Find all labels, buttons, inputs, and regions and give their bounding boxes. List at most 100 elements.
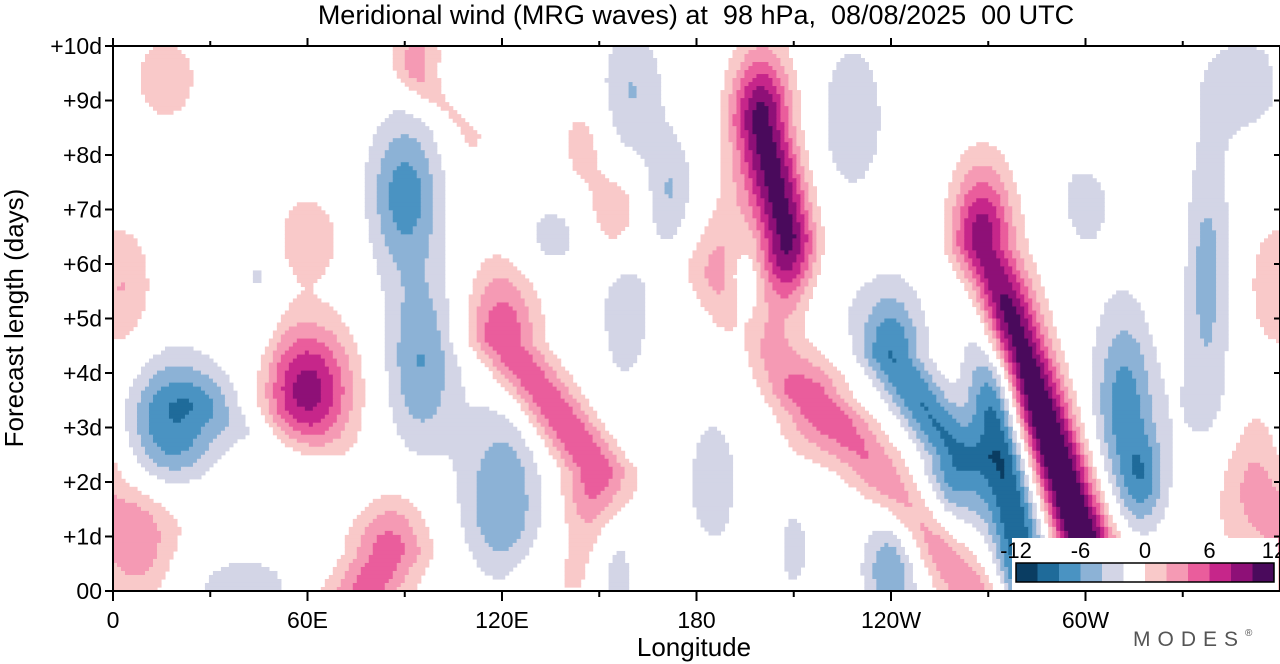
field-cell <box>260 366 270 372</box>
field-cell <box>984 310 989 316</box>
field-cell <box>692 478 734 484</box>
field-cell <box>113 538 162 544</box>
x-tick-label: 60W <box>1062 607 1110 633</box>
field-cell <box>744 86 758 91</box>
field-cell <box>320 390 334 396</box>
field-cell <box>900 418 909 424</box>
field-cell <box>1100 402 1113 408</box>
field-cell <box>1084 470 1089 476</box>
field-cell <box>1076 478 1081 484</box>
field-cell <box>988 382 997 388</box>
field-cell <box>1092 406 1101 412</box>
field-cell <box>340 394 354 400</box>
field-cell <box>788 410 802 416</box>
field-cell <box>512 370 546 376</box>
field-cell <box>904 562 913 568</box>
field-cell <box>128 394 142 400</box>
field-cell <box>864 350 873 356</box>
field-cell <box>1160 458 1173 464</box>
field-cell <box>1032 418 1057 424</box>
field-cell <box>752 118 770 123</box>
field-cell <box>524 510 542 516</box>
field-cell <box>804 174 813 179</box>
field-cell <box>424 54 442 59</box>
field-cell <box>792 138 798 143</box>
field-cell <box>864 334 877 340</box>
field-cell <box>148 378 214 384</box>
field-cell <box>1100 386 1113 392</box>
field-cell <box>1096 326 1149 332</box>
field-cell <box>1196 266 1217 272</box>
field-cell <box>1040 506 1045 512</box>
field-cell <box>1068 450 1073 456</box>
field-cell <box>1040 330 1049 336</box>
field-cell <box>1048 466 1073 472</box>
field-cell <box>872 342 909 348</box>
field-cell <box>1044 382 1049 388</box>
field-cell <box>600 450 614 456</box>
field-cell <box>364 198 378 203</box>
field-cell <box>1004 550 1009 556</box>
field-cell <box>1068 186 1101 191</box>
field-cell <box>208 446 230 452</box>
field-cell <box>480 530 522 536</box>
field-cell <box>1000 566 1009 572</box>
field-cell <box>812 238 817 243</box>
field-cell <box>1012 370 1017 376</box>
field-cell <box>972 286 981 292</box>
field-cell <box>476 478 526 484</box>
field-cell <box>1264 326 1280 332</box>
field-cell <box>1048 382 1057 388</box>
field-cell <box>1104 534 1109 540</box>
field-cell <box>976 526 989 532</box>
field-cell <box>1132 454 1141 460</box>
field-cell <box>1004 582 1009 588</box>
field-cell <box>372 254 394 259</box>
field-cell <box>1068 410 1073 416</box>
field-cell <box>876 334 905 340</box>
field-cell <box>1016 358 1037 364</box>
field-cell <box>1104 302 1141 308</box>
field-cell <box>828 106 881 111</box>
field-cell <box>1012 466 1017 472</box>
field-cell <box>412 166 430 171</box>
field-cell <box>1068 414 1077 420</box>
field-cell <box>264 418 274 424</box>
field-cell <box>1160 478 1173 484</box>
field-cell <box>1020 366 1041 372</box>
field-cell <box>588 494 598 500</box>
field-cell <box>864 546 881 552</box>
field-cell <box>976 182 989 187</box>
field-cell <box>148 414 170 420</box>
field-cell <box>892 398 905 404</box>
field-cell <box>864 330 877 336</box>
field-cell <box>428 234 446 239</box>
field-cell <box>756 302 770 308</box>
field-cell <box>300 282 314 288</box>
field-cell <box>896 358 913 364</box>
field-cell <box>476 338 486 344</box>
field-cell <box>1060 534 1065 540</box>
field-cell <box>400 330 442 336</box>
field-cell <box>836 390 853 396</box>
field-cell <box>832 398 845 404</box>
field-cell <box>700 234 754 239</box>
field-cell <box>768 370 825 376</box>
field-cell <box>952 486 993 492</box>
field-cell <box>392 570 410 576</box>
field-cell <box>752 94 774 99</box>
field-cell <box>400 370 446 376</box>
field-cell <box>392 406 410 412</box>
field-cell <box>688 274 706 280</box>
field-cell <box>1132 526 1157 532</box>
field-cell <box>652 210 686 215</box>
field-cell <box>732 114 742 119</box>
field-cell <box>1020 502 1029 508</box>
field-cell <box>148 402 170 408</box>
field-cell <box>1028 394 1049 400</box>
field-cell <box>780 278 794 284</box>
field-cell <box>1196 282 1217 288</box>
field-cell <box>268 338 282 344</box>
field-cell <box>992 346 997 352</box>
field-cell <box>936 446 949 452</box>
